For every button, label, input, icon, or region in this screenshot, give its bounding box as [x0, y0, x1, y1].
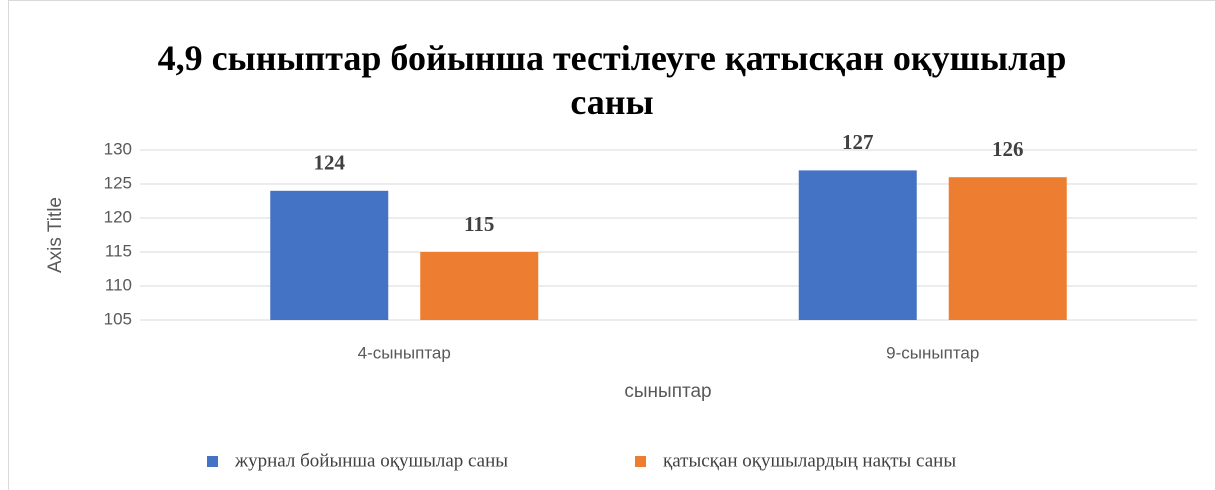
bar: [798, 170, 917, 320]
y-tick-label: 115: [105, 241, 132, 260]
bar: [948, 177, 1067, 320]
data-label: 126: [992, 137, 1024, 161]
x-tick-label: 4-сыныптар: [358, 343, 451, 362]
legend-label: журнал бойынша оқушылар саны: [234, 450, 508, 471]
x-tick-label: 9-сыныптар: [886, 343, 979, 362]
y-tick-label: 120: [104, 207, 132, 226]
data-label: 127: [842, 130, 874, 154]
y-tick-label: 125: [104, 173, 132, 192]
y-axis-title: Axis Title: [45, 197, 66, 273]
legend-swatch: [635, 456, 646, 467]
data-label: 115: [464, 212, 494, 236]
bar: [270, 190, 389, 320]
x-axis-title: сыныптар: [624, 381, 711, 402]
chart-title: 4,9 сыныптар бойынша тестілеуге қатысқан…: [157, 38, 1067, 122]
y-tick-label: 105: [104, 309, 132, 328]
y-tick-label: 130: [104, 139, 132, 158]
legend-swatch: [207, 456, 218, 467]
legend-label: қатысқан оқушылардың нақты саны: [663, 450, 956, 471]
y-tick-label: 110: [105, 275, 132, 294]
data-label: 124: [314, 151, 346, 175]
chart-border: [8, 0, 1215, 490]
bar: [420, 252, 539, 320]
